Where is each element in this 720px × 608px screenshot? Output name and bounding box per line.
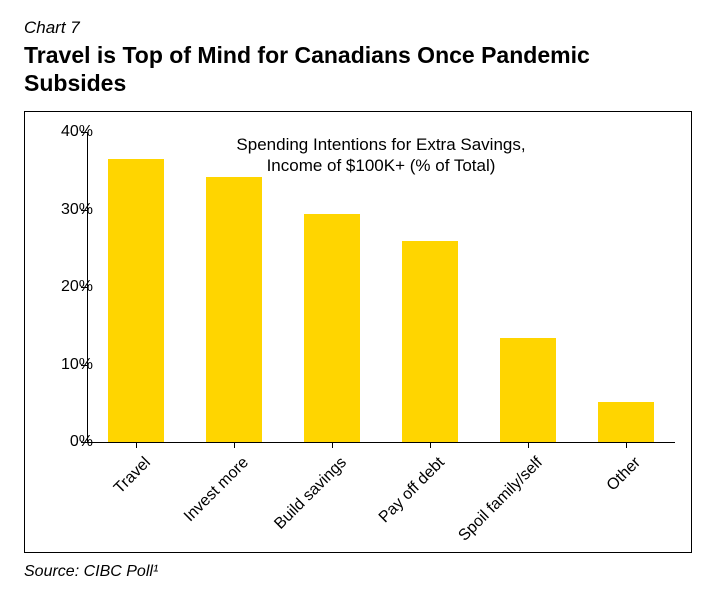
x-axis-label: Build savings [338,454,351,467]
chart-source: Source: CIBC Poll¹ [24,563,696,581]
x-tick-mark [234,442,235,448]
chart-frame: Spending Intentions for Extra Savings, I… [24,111,692,553]
y-tick-mark [81,442,87,443]
x-tick-mark [528,442,529,448]
plot-area: Spending Intentions for Extra Savings, I… [87,132,675,442]
bar [500,338,557,443]
bar [304,214,361,443]
chart-subtitle: Spending Intentions for Extra Savings, I… [87,134,675,177]
y-tick-mark [81,132,87,133]
x-axis-label: Spoil family/self [534,454,547,467]
chart-number: Chart 7 [24,18,696,38]
x-axis-label: Pay off debt [436,454,449,467]
x-axis-label: Travel [142,454,155,467]
bar [206,177,263,442]
chart-container: Chart 7 Travel is Top of Mind for Canadi… [0,0,720,591]
subtitle-line-1: Spending Intentions for Extra Savings, [236,135,525,154]
chart-title: Travel is Top of Mind for Canadians Once… [24,42,696,97]
x-tick-mark [136,442,137,448]
x-tick-mark [626,442,627,448]
y-tick-mark [81,210,87,211]
x-axis-label: Invest more [240,454,253,467]
subtitle-line-2: Income of $100K+ (% of Total) [267,156,496,175]
x-tick-mark [332,442,333,448]
x-axis-label: Other [632,454,645,467]
bar [598,402,655,442]
x-axis [87,442,675,443]
y-tick-mark [81,287,87,288]
bar [402,241,459,443]
y-tick-mark [81,365,87,366]
bar [108,159,165,442]
x-tick-mark [430,442,431,448]
